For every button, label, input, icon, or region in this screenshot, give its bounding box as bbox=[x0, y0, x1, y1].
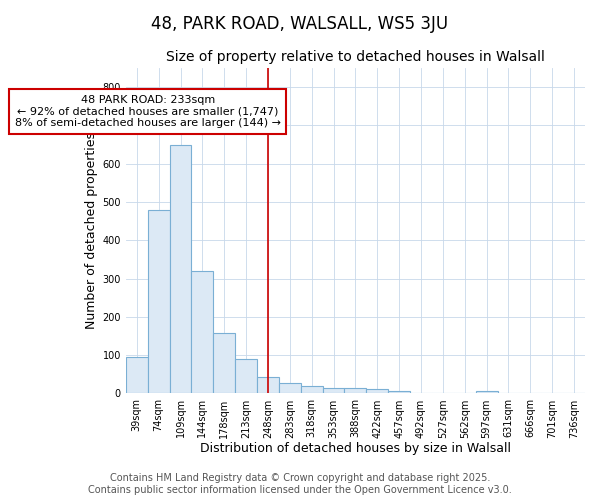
Bar bbox=[279, 383, 301, 394]
Bar bbox=[126, 357, 148, 394]
Bar bbox=[214, 334, 235, 394]
Bar bbox=[148, 210, 170, 394]
Bar bbox=[301, 386, 323, 394]
Text: Contains HM Land Registry data © Crown copyright and database right 2025.
Contai: Contains HM Land Registry data © Crown c… bbox=[88, 474, 512, 495]
Bar bbox=[323, 388, 344, 394]
Bar bbox=[388, 391, 410, 394]
Bar bbox=[191, 271, 214, 394]
Y-axis label: Number of detached properties: Number of detached properties bbox=[85, 132, 98, 329]
Text: 48 PARK ROAD: 233sqm
← 92% of detached houses are smaller (1,747)
8% of semi-det: 48 PARK ROAD: 233sqm ← 92% of detached h… bbox=[15, 95, 281, 128]
Bar bbox=[257, 377, 279, 394]
Bar bbox=[170, 146, 191, 394]
Bar bbox=[344, 388, 367, 394]
X-axis label: Distribution of detached houses by size in Walsall: Distribution of detached houses by size … bbox=[200, 442, 511, 455]
Bar bbox=[367, 389, 388, 394]
Text: 48, PARK ROAD, WALSALL, WS5 3JU: 48, PARK ROAD, WALSALL, WS5 3JU bbox=[151, 15, 449, 33]
Bar bbox=[476, 391, 497, 394]
Bar bbox=[235, 359, 257, 394]
Title: Size of property relative to detached houses in Walsall: Size of property relative to detached ho… bbox=[166, 50, 545, 64]
